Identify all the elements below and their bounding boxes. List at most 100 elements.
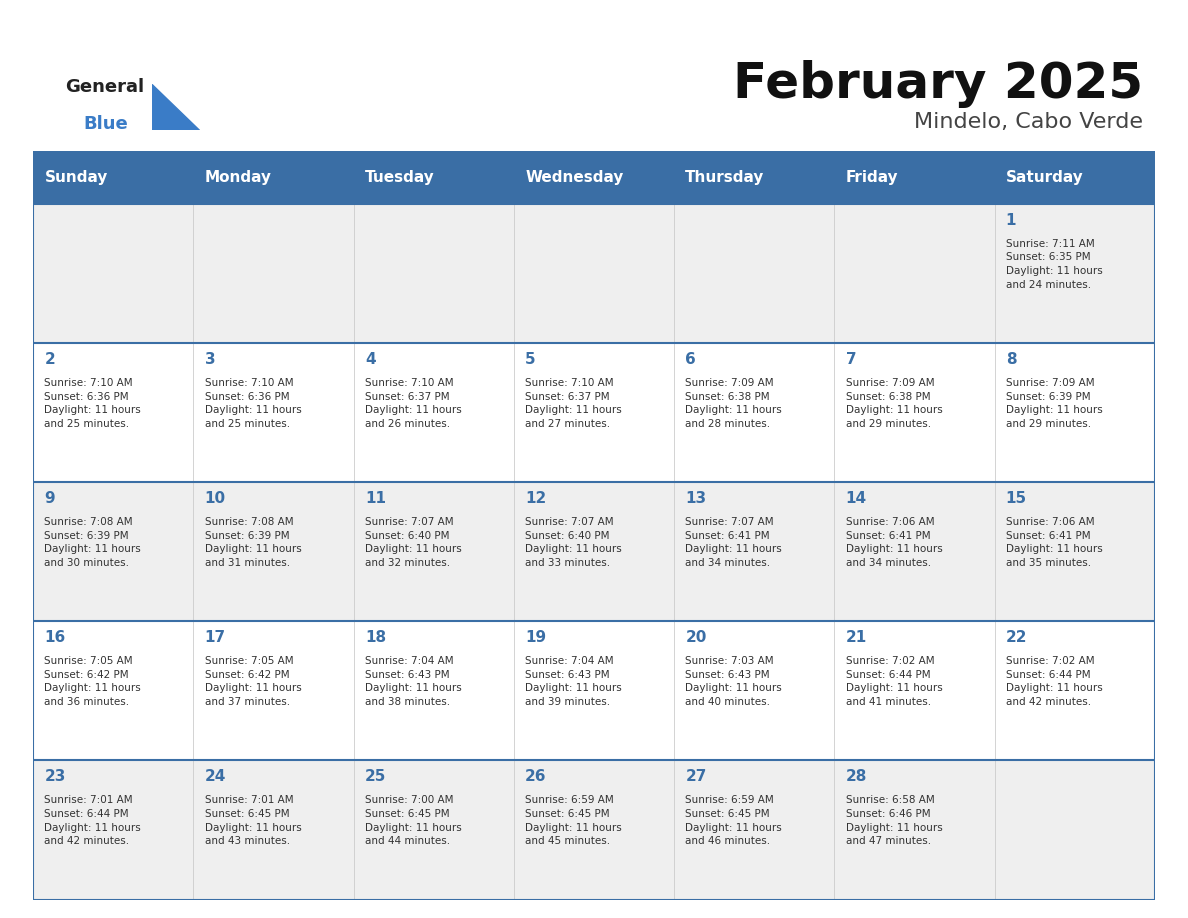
- Bar: [834, 621, 994, 760]
- Bar: [33, 204, 194, 343]
- Bar: [354, 621, 514, 760]
- Bar: [354, 151, 514, 204]
- Bar: [994, 343, 1155, 482]
- Text: 17: 17: [204, 630, 226, 645]
- Bar: [194, 482, 354, 621]
- Bar: [674, 621, 834, 760]
- Text: Mindelo, Cabo Verde: Mindelo, Cabo Verde: [914, 112, 1143, 132]
- Text: Thursday: Thursday: [685, 170, 765, 185]
- Bar: [994, 621, 1155, 760]
- Text: 18: 18: [365, 630, 386, 645]
- Text: 13: 13: [685, 491, 707, 506]
- Bar: [33, 343, 194, 482]
- Text: Sunrise: 7:10 AM
Sunset: 6:37 PM
Daylight: 11 hours
and 27 minutes.: Sunrise: 7:10 AM Sunset: 6:37 PM Dayligh…: [525, 378, 621, 429]
- Text: Sunrise: 7:08 AM
Sunset: 6:39 PM
Daylight: 11 hours
and 30 minutes.: Sunrise: 7:08 AM Sunset: 6:39 PM Dayligh…: [44, 517, 141, 568]
- Text: Tuesday: Tuesday: [365, 170, 435, 185]
- Text: Sunrise: 7:06 AM
Sunset: 6:41 PM
Daylight: 11 hours
and 34 minutes.: Sunrise: 7:06 AM Sunset: 6:41 PM Dayligh…: [846, 517, 942, 568]
- Bar: [194, 760, 354, 900]
- Bar: [33, 760, 194, 900]
- Text: 15: 15: [1006, 491, 1026, 506]
- Text: Sunrise: 7:04 AM
Sunset: 6:43 PM
Daylight: 11 hours
and 38 minutes.: Sunrise: 7:04 AM Sunset: 6:43 PM Dayligh…: [365, 656, 462, 707]
- Text: 21: 21: [846, 630, 867, 645]
- Text: Sunrise: 6:58 AM
Sunset: 6:46 PM
Daylight: 11 hours
and 47 minutes.: Sunrise: 6:58 AM Sunset: 6:46 PM Dayligh…: [846, 795, 942, 846]
- Bar: [514, 482, 674, 621]
- Bar: [834, 760, 994, 900]
- Bar: [994, 760, 1155, 900]
- Bar: [354, 343, 514, 482]
- Bar: [194, 204, 354, 343]
- Bar: [674, 482, 834, 621]
- Text: Sunrise: 7:08 AM
Sunset: 6:39 PM
Daylight: 11 hours
and 31 minutes.: Sunrise: 7:08 AM Sunset: 6:39 PM Dayligh…: [204, 517, 302, 568]
- Text: Sunrise: 7:05 AM
Sunset: 6:42 PM
Daylight: 11 hours
and 36 minutes.: Sunrise: 7:05 AM Sunset: 6:42 PM Dayligh…: [44, 656, 141, 707]
- Text: Wednesday: Wednesday: [525, 170, 624, 185]
- Text: Sunrise: 6:59 AM
Sunset: 6:45 PM
Daylight: 11 hours
and 45 minutes.: Sunrise: 6:59 AM Sunset: 6:45 PM Dayligh…: [525, 795, 621, 846]
- Text: 5: 5: [525, 352, 536, 366]
- Text: Monday: Monday: [204, 170, 272, 185]
- Text: Sunrise: 7:02 AM
Sunset: 6:44 PM
Daylight: 11 hours
and 42 minutes.: Sunrise: 7:02 AM Sunset: 6:44 PM Dayligh…: [1006, 656, 1102, 707]
- Bar: [33, 482, 194, 621]
- Polygon shape: [152, 84, 200, 130]
- Text: General: General: [65, 78, 145, 96]
- Text: 2: 2: [44, 352, 55, 366]
- Bar: [354, 760, 514, 900]
- Text: 7: 7: [846, 352, 857, 366]
- Text: 26: 26: [525, 769, 546, 784]
- Text: February 2025: February 2025: [733, 60, 1143, 107]
- Text: 14: 14: [846, 491, 867, 506]
- Text: Sunrise: 7:06 AM
Sunset: 6:41 PM
Daylight: 11 hours
and 35 minutes.: Sunrise: 7:06 AM Sunset: 6:41 PM Dayligh…: [1006, 517, 1102, 568]
- Text: 24: 24: [204, 769, 226, 784]
- Text: Sunrise: 7:10 AM
Sunset: 6:37 PM
Daylight: 11 hours
and 26 minutes.: Sunrise: 7:10 AM Sunset: 6:37 PM Dayligh…: [365, 378, 462, 429]
- Text: Sunrise: 7:09 AM
Sunset: 6:39 PM
Daylight: 11 hours
and 29 minutes.: Sunrise: 7:09 AM Sunset: 6:39 PM Dayligh…: [1006, 378, 1102, 429]
- Bar: [834, 204, 994, 343]
- Text: Sunrise: 6:59 AM
Sunset: 6:45 PM
Daylight: 11 hours
and 46 minutes.: Sunrise: 6:59 AM Sunset: 6:45 PM Dayligh…: [685, 795, 782, 846]
- Text: Sunrise: 7:09 AM
Sunset: 6:38 PM
Daylight: 11 hours
and 29 minutes.: Sunrise: 7:09 AM Sunset: 6:38 PM Dayligh…: [846, 378, 942, 429]
- Text: Sunrise: 7:10 AM
Sunset: 6:36 PM
Daylight: 11 hours
and 25 minutes.: Sunrise: 7:10 AM Sunset: 6:36 PM Dayligh…: [44, 378, 141, 429]
- Bar: [514, 343, 674, 482]
- Text: 23: 23: [44, 769, 65, 784]
- Text: 9: 9: [44, 491, 55, 506]
- Text: 6: 6: [685, 352, 696, 366]
- Text: Sunday: Sunday: [44, 170, 108, 185]
- Bar: [514, 151, 674, 204]
- Bar: [33, 151, 194, 204]
- Text: Sunrise: 7:05 AM
Sunset: 6:42 PM
Daylight: 11 hours
and 37 minutes.: Sunrise: 7:05 AM Sunset: 6:42 PM Dayligh…: [204, 656, 302, 707]
- Bar: [354, 482, 514, 621]
- Bar: [674, 343, 834, 482]
- Text: 4: 4: [365, 352, 375, 366]
- Bar: [354, 204, 514, 343]
- Text: 25: 25: [365, 769, 386, 784]
- Text: 22: 22: [1006, 630, 1028, 645]
- Text: Sunrise: 7:07 AM
Sunset: 6:40 PM
Daylight: 11 hours
and 32 minutes.: Sunrise: 7:07 AM Sunset: 6:40 PM Dayligh…: [365, 517, 462, 568]
- Text: 8: 8: [1006, 352, 1017, 366]
- Text: 12: 12: [525, 491, 546, 506]
- Bar: [994, 204, 1155, 343]
- Text: 16: 16: [44, 630, 65, 645]
- Bar: [194, 343, 354, 482]
- Bar: [834, 482, 994, 621]
- Text: Sunrise: 7:11 AM
Sunset: 6:35 PM
Daylight: 11 hours
and 24 minutes.: Sunrise: 7:11 AM Sunset: 6:35 PM Dayligh…: [1006, 239, 1102, 289]
- Text: Sunrise: 7:00 AM
Sunset: 6:45 PM
Daylight: 11 hours
and 44 minutes.: Sunrise: 7:00 AM Sunset: 6:45 PM Dayligh…: [365, 795, 462, 846]
- Bar: [994, 482, 1155, 621]
- Text: Sunrise: 7:09 AM
Sunset: 6:38 PM
Daylight: 11 hours
and 28 minutes.: Sunrise: 7:09 AM Sunset: 6:38 PM Dayligh…: [685, 378, 782, 429]
- Text: 28: 28: [846, 769, 867, 784]
- Bar: [674, 204, 834, 343]
- Text: 3: 3: [204, 352, 215, 366]
- Text: Blue: Blue: [83, 115, 128, 133]
- Text: Sunrise: 7:03 AM
Sunset: 6:43 PM
Daylight: 11 hours
and 40 minutes.: Sunrise: 7:03 AM Sunset: 6:43 PM Dayligh…: [685, 656, 782, 707]
- Text: 11: 11: [365, 491, 386, 506]
- Bar: [194, 621, 354, 760]
- Bar: [514, 621, 674, 760]
- Text: 1: 1: [1006, 213, 1016, 228]
- Bar: [834, 151, 994, 204]
- Text: Sunrise: 7:04 AM
Sunset: 6:43 PM
Daylight: 11 hours
and 39 minutes.: Sunrise: 7:04 AM Sunset: 6:43 PM Dayligh…: [525, 656, 621, 707]
- Bar: [194, 151, 354, 204]
- Bar: [33, 621, 194, 760]
- Text: Sunrise: 7:01 AM
Sunset: 6:45 PM
Daylight: 11 hours
and 43 minutes.: Sunrise: 7:01 AM Sunset: 6:45 PM Dayligh…: [204, 795, 302, 846]
- Text: Sunrise: 7:07 AM
Sunset: 6:41 PM
Daylight: 11 hours
and 34 minutes.: Sunrise: 7:07 AM Sunset: 6:41 PM Dayligh…: [685, 517, 782, 568]
- Text: 27: 27: [685, 769, 707, 784]
- Bar: [514, 204, 674, 343]
- Text: Sunrise: 7:10 AM
Sunset: 6:36 PM
Daylight: 11 hours
and 25 minutes.: Sunrise: 7:10 AM Sunset: 6:36 PM Dayligh…: [204, 378, 302, 429]
- Text: Sunrise: 7:02 AM
Sunset: 6:44 PM
Daylight: 11 hours
and 41 minutes.: Sunrise: 7:02 AM Sunset: 6:44 PM Dayligh…: [846, 656, 942, 707]
- Bar: [674, 760, 834, 900]
- Bar: [834, 343, 994, 482]
